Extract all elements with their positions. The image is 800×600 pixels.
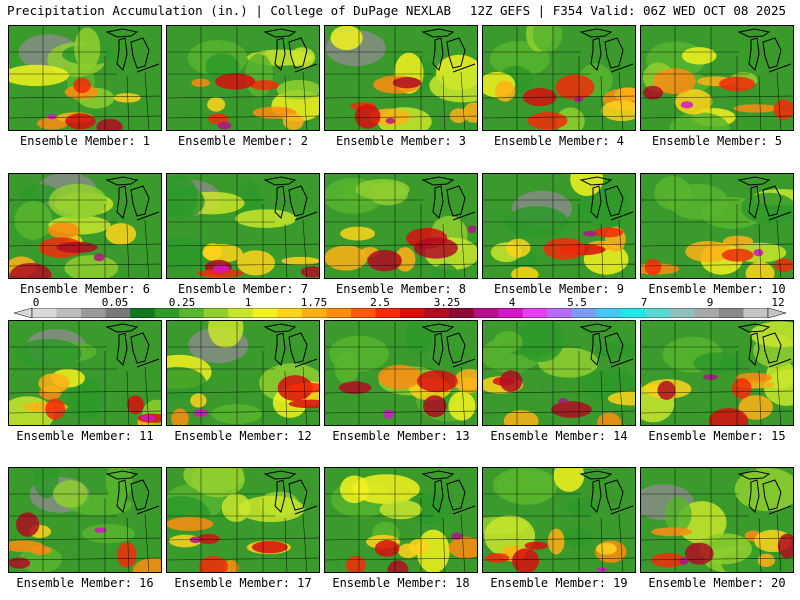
legend-tick-label: 9 bbox=[706, 296, 714, 309]
legend-tick-label: 5.5 bbox=[567, 296, 587, 309]
precip-map bbox=[166, 25, 320, 131]
colorbar-segment bbox=[498, 308, 524, 318]
precip-map bbox=[166, 320, 320, 426]
colorbar-segment bbox=[81, 308, 106, 318]
precip-map bbox=[8, 320, 162, 426]
colorbar-segment bbox=[228, 308, 254, 318]
colorbar-segment bbox=[620, 308, 646, 318]
colorbar-segment bbox=[130, 308, 156, 318]
legend-tick-label: 0.05 bbox=[101, 296, 129, 309]
colorbar-segment bbox=[105, 308, 131, 318]
legend-tick-label: 3.25 bbox=[433, 296, 461, 309]
colorbar-segment bbox=[522, 308, 548, 318]
precip-map bbox=[482, 25, 636, 131]
precip-map bbox=[482, 467, 636, 573]
legend-tick-label: 4 bbox=[508, 296, 516, 309]
ensemble-member-label: Ensemble Member: 14 bbox=[490, 429, 628, 443]
precip-map bbox=[482, 320, 636, 426]
colorbar-segment bbox=[301, 308, 327, 318]
legend-tick-label: 0.25 bbox=[168, 296, 196, 309]
colorbar-segment bbox=[203, 308, 229, 318]
ensemble-member-label: Ensemble Member: 2 bbox=[177, 134, 309, 148]
precip-map bbox=[640, 173, 794, 279]
colorbar-segment bbox=[350, 308, 376, 318]
precip-map bbox=[640, 467, 794, 573]
colorbar-segment bbox=[743, 308, 769, 318]
ensemble-member-label: Ensemble Member: 5 bbox=[651, 134, 783, 148]
precip-map bbox=[640, 320, 794, 426]
ensemble-member-label: Ensemble Member: 20 bbox=[648, 576, 786, 590]
ensemble-member-label: Ensemble Member: 18 bbox=[332, 576, 470, 590]
colorbar-segment bbox=[56, 308, 82, 318]
precip-map bbox=[324, 467, 478, 573]
ensemble-member-label: Ensemble Member: 8 bbox=[335, 282, 467, 296]
colorbar-segment bbox=[277, 308, 303, 318]
colorbar-segment bbox=[179, 308, 205, 318]
colorbar-segment bbox=[400, 308, 425, 318]
colorbar-segment bbox=[375, 308, 401, 318]
precip-map bbox=[8, 467, 162, 573]
precip-map bbox=[324, 25, 478, 131]
header-title: Precipitation Accumulation (in.) | Colle… bbox=[7, 3, 452, 18]
precip-map bbox=[166, 173, 320, 279]
precip-map bbox=[8, 173, 162, 279]
ensemble-member-label: Ensemble Member: 19 bbox=[490, 576, 628, 590]
ensemble-member-label: Ensemble Member: 11 bbox=[16, 429, 154, 443]
ensemble-member-label: Ensemble Member: 1 bbox=[19, 134, 151, 148]
ensemble-member-label: Ensemble Member: 9 bbox=[493, 282, 625, 296]
ensemble-member-label: Ensemble Member: 17 bbox=[174, 576, 312, 590]
ensemble-member-label: Ensemble Member: 7 bbox=[177, 282, 309, 296]
header-valid-time: 12Z GEFS | F354 Valid: 06Z WED OCT 08 20… bbox=[469, 3, 786, 18]
ensemble-member-label: Ensemble Member: 12 bbox=[174, 429, 312, 443]
precip-map bbox=[8, 25, 162, 131]
colorbar-segment bbox=[154, 308, 180, 318]
legend-colorbar bbox=[14, 308, 786, 318]
colorbar-segment bbox=[473, 308, 499, 318]
colorbar-segment bbox=[669, 308, 695, 318]
colorbar-segment bbox=[32, 308, 57, 318]
legend-tick-label: 2.5 bbox=[370, 296, 390, 309]
legend-tick-label: 1 bbox=[244, 296, 252, 309]
legend-tick-label: 12 bbox=[771, 296, 785, 309]
ensemble-member-label: Ensemble Member: 10 bbox=[648, 282, 786, 296]
colorbar-segment bbox=[718, 308, 744, 318]
precipitation-legend: 0 0.05 0.25 1 1.75 2.5 3.25 4 5.5 7 9 12 bbox=[14, 296, 786, 322]
precip-map bbox=[166, 467, 320, 573]
ensemble-member-label: Ensemble Member: 3 bbox=[335, 134, 467, 148]
ensemble-member-label: Ensemble Member: 13 bbox=[332, 429, 470, 443]
legend-tick-label: 0 bbox=[32, 296, 40, 309]
colorbar-segment bbox=[645, 308, 671, 318]
legend-tick-label: 1.75 bbox=[300, 296, 328, 309]
colorbar-segment bbox=[547, 308, 573, 318]
colorbar-arrow-right bbox=[767, 308, 786, 318]
colorbar-segment bbox=[326, 308, 352, 318]
precip-map bbox=[324, 173, 478, 279]
colorbar-segment bbox=[596, 308, 622, 318]
precip-map bbox=[640, 25, 794, 131]
colorbar-segment bbox=[252, 308, 278, 318]
colorbar-segment bbox=[694, 308, 720, 318]
ensemble-member-label: Ensemble Member: 16 bbox=[16, 576, 154, 590]
precip-map bbox=[324, 320, 478, 426]
legend-tick-label: 7 bbox=[640, 296, 648, 309]
colorbar-segment bbox=[424, 308, 450, 318]
ensemble-member-label: Ensemble Member: 6 bbox=[19, 282, 151, 296]
ensemble-member-label: Ensemble Member: 15 bbox=[648, 429, 786, 443]
colorbar-arrow-left bbox=[14, 308, 33, 318]
colorbar-segment bbox=[571, 308, 597, 318]
precip-map bbox=[482, 173, 636, 279]
colorbar-segment bbox=[449, 308, 474, 318]
ensemble-member-label: Ensemble Member: 4 bbox=[493, 134, 625, 148]
